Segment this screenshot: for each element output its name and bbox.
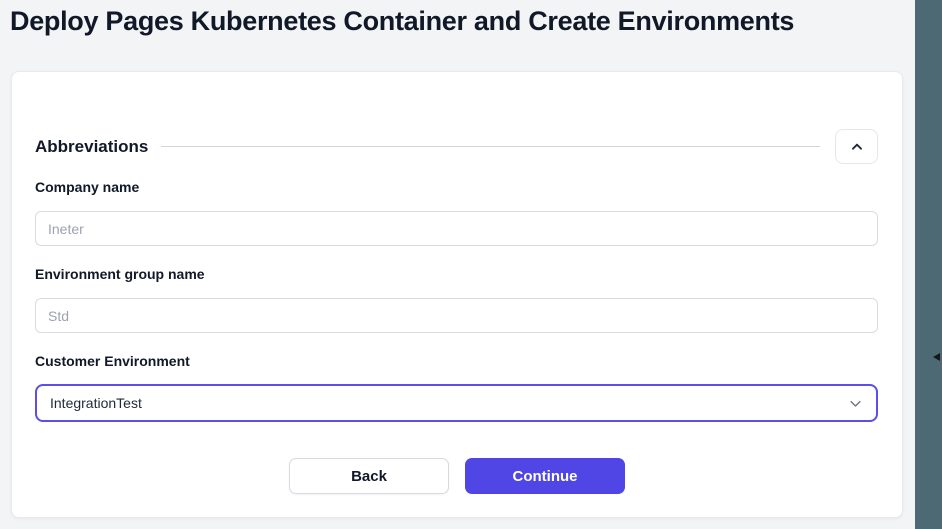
customer-environment-selected-value: IntegrationTest <box>50 395 142 411</box>
page-title: Deploy Pages Kubernetes Container and Cr… <box>10 6 795 36</box>
company-name-input[interactable] <box>35 211 878 246</box>
back-button[interactable]: Back <box>289 458 449 494</box>
form-actions: Back Continue <box>12 458 902 494</box>
section-header: Abbreviations <box>35 129 878 164</box>
company-name-label: Company name <box>35 179 140 195</box>
environment-group-name-input[interactable] <box>35 298 878 333</box>
section-title: Abbreviations <box>35 136 149 156</box>
side-panel-strip <box>915 0 942 529</box>
panel-marker-icon <box>933 353 940 361</box>
environment-group-name-label: Environment group name <box>35 266 205 282</box>
collapse-section-button[interactable] <box>835 129 878 164</box>
customer-environment-select[interactable]: IntegrationTest <box>35 384 878 422</box>
chevron-up-icon <box>850 140 864 154</box>
chevron-down-icon <box>848 396 863 411</box>
customer-environment-label: Customer Environment <box>35 353 190 369</box>
section-divider <box>161 146 820 147</box>
continue-button[interactable]: Continue <box>465 458 625 494</box>
form-card: Abbreviations Company name Environment g… <box>11 71 903 518</box>
